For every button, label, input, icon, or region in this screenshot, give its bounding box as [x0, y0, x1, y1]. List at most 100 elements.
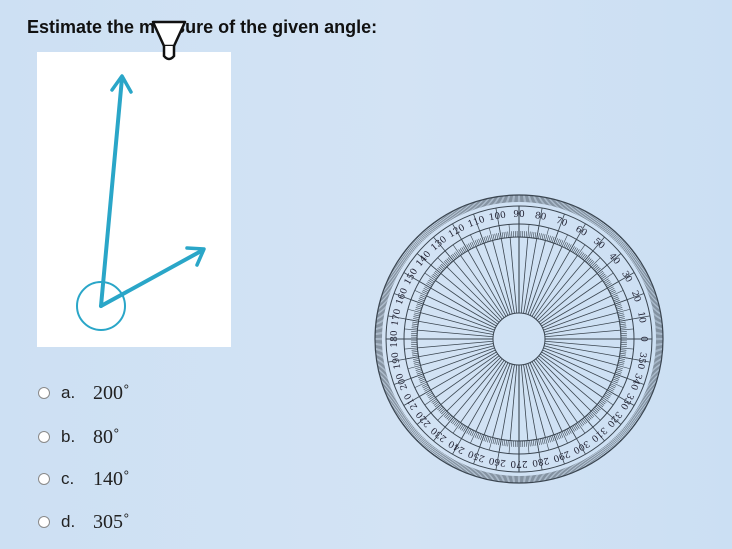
protractor-fine-tick — [542, 197, 545, 205]
protractor-fine-tick — [563, 202, 567, 210]
protractor-fine-tick — [647, 289, 655, 293]
protractor-fine-tick — [631, 416, 638, 421]
radio-d[interactable] — [38, 516, 50, 528]
protractor-tick — [459, 248, 464, 254]
protractor-tick — [560, 240, 564, 246]
protractor-tick — [429, 395, 435, 400]
protractor-tick — [498, 439, 502, 453]
protractor-fine-tick — [650, 297, 658, 301]
protractor-tick — [616, 307, 623, 310]
protractor-label: 190 — [390, 351, 403, 370]
protractor-tick — [418, 298, 425, 302]
protractor-fine-tick — [431, 447, 436, 454]
protractor-fine-tick — [653, 363, 661, 366]
option-a[interactable]: a. 200˚ — [38, 382, 130, 404]
protractor-fine-tick — [445, 456, 450, 464]
protractor-tick — [427, 281, 433, 286]
radio-a[interactable] — [38, 387, 50, 399]
protractor-fine-tick — [463, 465, 467, 473]
protractor-tick — [532, 439, 535, 446]
protractor-fine-tick — [375, 323, 383, 325]
protractor-fine-tick — [559, 201, 563, 209]
protractor-radial-line — [433, 358, 503, 442]
protractor-fine-tick — [379, 302, 387, 305]
protractor-fine-tick — [568, 466, 573, 474]
protractor-tick — [587, 258, 592, 264]
protractor-fine-tick — [381, 378, 389, 382]
protractor-fine-tick — [391, 403, 399, 407]
protractor-fine-tick — [452, 460, 456, 467]
protractor-tick — [584, 416, 594, 428]
protractor-tick — [479, 230, 485, 244]
protractor-tick — [620, 349, 627, 351]
protractor-tick — [412, 354, 419, 357]
protractor-tick — [620, 325, 627, 327]
protractor-tick — [565, 429, 569, 436]
protractor-fine-tick — [610, 231, 616, 238]
protractor-fine-tick — [558, 201, 562, 209]
protractor-fine-tick — [376, 359, 384, 361]
protractor-label: 130 — [429, 234, 449, 253]
protractor-radial-line — [452, 223, 507, 317]
option-c[interactable]: c. 140˚ — [38, 468, 130, 490]
protractor-tick — [413, 314, 420, 317]
protractor-fine-tick — [494, 474, 497, 482]
protractor-fine-tick — [638, 406, 645, 411]
protractor-fine-tick — [531, 475, 534, 483]
protractor-tick — [531, 231, 533, 238]
protractor-tick — [592, 409, 597, 415]
protractor-tick — [566, 428, 570, 435]
radio-c[interactable] — [38, 473, 50, 485]
protractor-radial-line — [446, 357, 501, 412]
protractor-tick — [431, 275, 437, 280]
protractor-tick — [444, 416, 454, 428]
protractor-tick — [407, 365, 421, 370]
protractor-tick — [405, 356, 419, 360]
protractor-fine-tick — [485, 198, 488, 206]
protractor-fine-tick — [566, 467, 570, 474]
protractor-fine-tick — [385, 391, 393, 395]
option-letter: c. — [61, 469, 75, 488]
protractor-label: 40 — [606, 252, 621, 267]
protractor-tick — [438, 407, 444, 412]
protractor-tick — [617, 312, 624, 315]
protractor-fine-tick — [594, 218, 599, 225]
protractor-tick — [615, 305, 622, 308]
protractor-radial-line — [535, 358, 605, 442]
protractor-fine-tick — [648, 293, 656, 296]
protractor-fine-tick — [418, 437, 425, 443]
protractor-fine-tick — [644, 280, 651, 284]
protractor-tick — [488, 436, 492, 443]
protractor-tick — [604, 394, 610, 399]
option-b[interactable]: b. 80˚ — [38, 426, 120, 448]
protractor-fine-tick — [535, 474, 537, 482]
protractor-tick — [445, 413, 450, 419]
protractor-radial-line — [523, 364, 543, 471]
option-d[interactable]: d. 305˚ — [38, 511, 130, 533]
protractor-tick — [560, 432, 564, 438]
protractor-fine-tick — [398, 259, 405, 264]
protractor-fine-tick — [550, 472, 553, 480]
protractor-tick — [534, 232, 537, 239]
protractor-fine-tick — [492, 473, 495, 481]
protractor-tick — [416, 371, 423, 375]
protractor-tick — [505, 231, 507, 238]
protractor-fine-tick — [438, 219, 443, 226]
protractor-fine-tick — [645, 391, 653, 395]
protractor-fine-tick — [415, 238, 421, 245]
protractor-fine-tick — [381, 379, 389, 383]
protractor-fine-tick — [597, 451, 602, 458]
protractor-fine-tick — [460, 464, 464, 471]
protractor-fine-tick — [387, 394, 394, 398]
protractor-tick — [503, 232, 506, 239]
protractor-tick — [545, 227, 550, 241]
protractor-tick — [618, 314, 625, 317]
protractor-radial-line — [435, 353, 498, 398]
protractor-fine-tick — [641, 274, 648, 279]
protractor-tick — [593, 408, 599, 413]
protractor-radial-line — [509, 237, 518, 314]
protractor-radial-line — [527, 213, 565, 315]
protractor-fine-tick — [605, 445, 610, 452]
protractor-fine-tick — [625, 425, 632, 430]
radio-b[interactable] — [38, 431, 50, 443]
